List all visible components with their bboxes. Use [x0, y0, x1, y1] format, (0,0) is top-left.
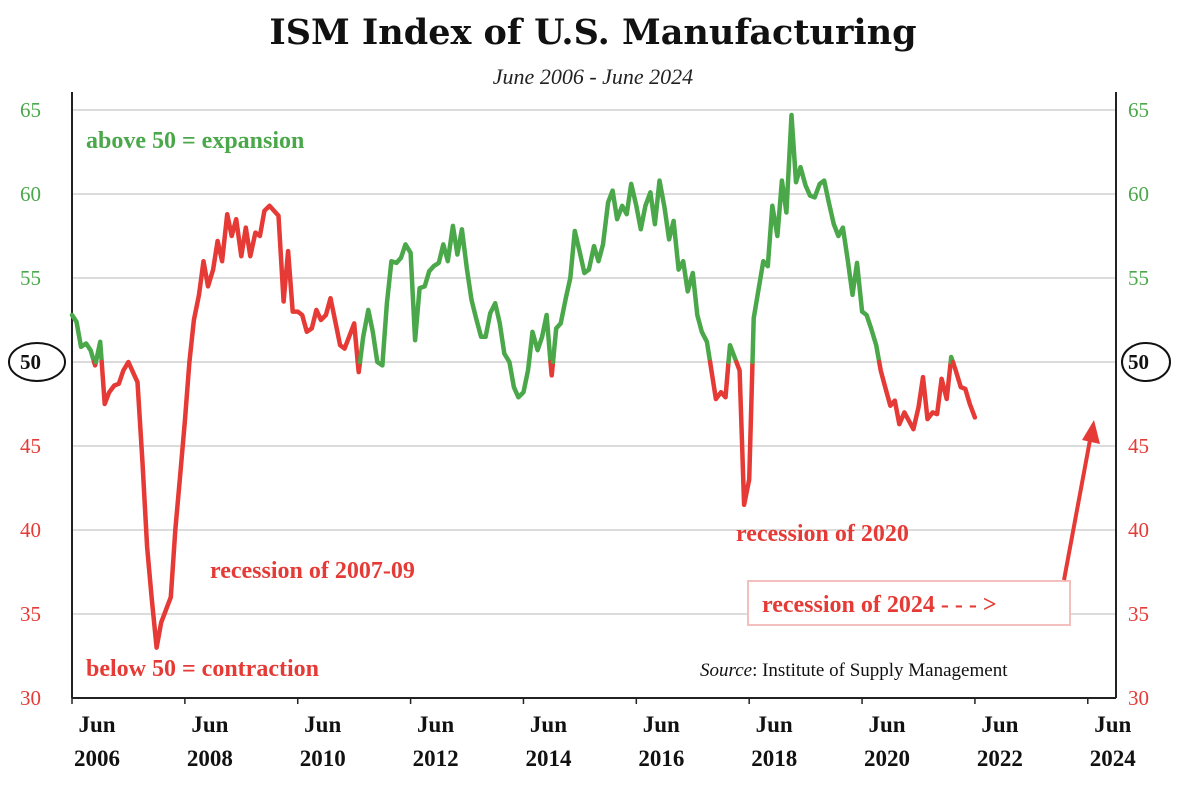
annotation-recession-2020: recession of 2020 — [736, 521, 909, 547]
series-line-segment-contraction — [707, 359, 731, 402]
x-tick-label-month: Jun — [643, 712, 680, 737]
series-line-segment-expansion — [357, 307, 385, 368]
source-label: Source — [700, 660, 752, 681]
x-tick-label-year: 2018 — [751, 746, 797, 771]
source-text: : Institute of Supply Management — [752, 660, 1008, 681]
y-tick-label-left: 55 — [20, 266, 41, 290]
annotation-arrow-line — [1062, 439, 1092, 581]
label-layer: 30 30 35 35 40 40 45 45 50 50 55 55 60 60 65 65 Jun 2006 J… — [8, 98, 1171, 771]
grid-layer — [72, 109, 1116, 615]
y-tick-label-right: 55 — [1128, 266, 1149, 290]
series-line-segment-contraction — [548, 359, 556, 378]
y-tick-label-left: 35 — [20, 602, 41, 626]
threshold-circle-right — [1121, 342, 1171, 382]
x-tick-label-year: 2016 — [638, 746, 684, 771]
axis-layer — [71, 92, 1117, 704]
line-layer — [69, 112, 978, 650]
y-tick-label-left: 30 — [20, 686, 41, 710]
y-tick-label-right: 60 — [1128, 182, 1149, 206]
x-tick-label-month: Jun — [756, 712, 793, 737]
x-tick-label-year: 2022 — [977, 746, 1023, 771]
y-tick-label-left: 65 — [20, 98, 41, 122]
annotation-recession-2007: recession of 2007-09 — [210, 558, 415, 584]
series-line-segment-contraction — [950, 359, 978, 420]
series-line-segment-expansion — [380, 223, 532, 400]
chart-subtitle: June 2006 - June 2024 — [492, 64, 694, 89]
series-line-segment-expansion — [726, 342, 739, 365]
y-tick-label-left: 60 — [20, 182, 41, 206]
series-line-segment-expansion — [93, 339, 104, 365]
x-tick-label-year: 2006 — [74, 746, 120, 771]
x-tick-label-month: Jun — [78, 712, 115, 737]
annotation-recession-2024: recession of 2024 - - - > — [762, 592, 997, 618]
x-tick-label-year: 2010 — [300, 746, 346, 771]
x-tick-label-month: Jun — [304, 712, 341, 737]
x-tick-label-year: 2008 — [187, 746, 233, 771]
x-tick-label-month: Jun — [530, 712, 567, 737]
y-tick-label-left: 40 — [20, 518, 41, 542]
x-tick-label-month: Jun — [191, 712, 228, 737]
series-line-segment-contraction — [876, 359, 953, 432]
annotation-2024-box — [747, 580, 1071, 626]
series-line-segment-contraction — [355, 359, 363, 375]
x-tick-label-year: 2024 — [1090, 746, 1137, 771]
y-tick-label-left: 50 — [20, 350, 41, 374]
annotation-contraction: below 50 = contraction — [86, 656, 319, 682]
x-tick-label-year: 2012 — [413, 746, 459, 771]
annotation-expansion: above 50 = expansion — [86, 128, 304, 154]
series-line-segment-expansion — [526, 312, 553, 365]
y-tick-label-right: 40 — [1128, 518, 1149, 542]
x-tick-label-month: Jun — [981, 712, 1018, 737]
annotation-arrow-head — [1082, 420, 1100, 444]
series-line-segment-expansion — [750, 112, 882, 365]
y-tick-label-right: 50 — [1128, 350, 1149, 374]
y-tick-label-left: 45 — [20, 434, 41, 458]
x-tick-label-month: Jun — [869, 712, 906, 737]
series-line-segment-expansion — [550, 178, 713, 365]
x-tick-label-month: Jun — [1094, 712, 1131, 737]
y-tick-label-right: 65 — [1128, 98, 1149, 122]
source-note: Source: Institute of Supply Management — [700, 660, 1008, 681]
series-line-segment-contraction — [734, 359, 755, 508]
y-tick-label-right: 45 — [1128, 434, 1149, 458]
series-line-segment-expansion — [69, 312, 97, 365]
x-tick-label-month: Jun — [417, 712, 454, 737]
x-tick-label-year: 2020 — [864, 746, 910, 771]
y-tick-label-right: 35 — [1128, 602, 1149, 626]
threshold-circle-left — [8, 342, 66, 382]
chart-title: ISM Index of U.S. Manufacturing — [269, 12, 917, 53]
y-tick-label-right: 30 — [1128, 686, 1149, 710]
series-line-segment-contraction — [99, 203, 360, 650]
x-tick-label-year: 2014 — [525, 746, 572, 771]
